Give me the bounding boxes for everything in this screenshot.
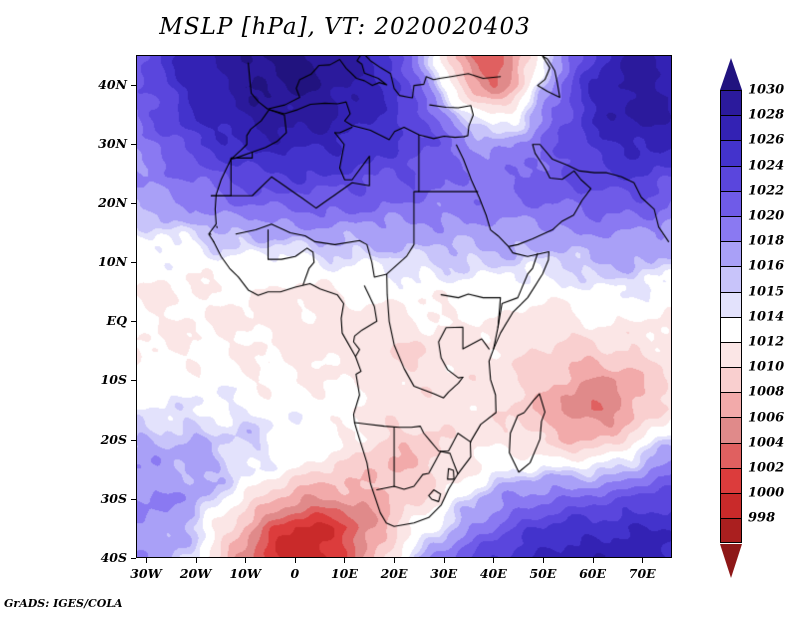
lat-label-30n: 30N <box>98 135 127 151</box>
colorbar-cell <box>720 392 742 418</box>
colorbar <box>718 58 744 578</box>
colorbar-cell <box>720 291 742 317</box>
lon-label-40e: 40E <box>479 566 507 581</box>
lon-label-0: 0 <box>290 566 300 581</box>
lat-tick <box>131 498 136 500</box>
colorbar-label-1002: 1002 <box>748 460 785 476</box>
lon-tick <box>592 558 594 563</box>
lat-tick <box>131 439 136 441</box>
colorbar-label-1028: 1028 <box>748 107 785 123</box>
colorbar-label-1022: 1022 <box>748 183 785 199</box>
lat-tick <box>131 558 136 559</box>
colorbar-label-1020: 1020 <box>748 208 785 224</box>
lon-tick <box>493 558 495 563</box>
colorbar-label-1008: 1008 <box>748 384 785 400</box>
colorbar-cell <box>720 316 742 342</box>
colorbar-cell <box>720 518 742 544</box>
colorbar-bottom-arrow <box>720 543 742 578</box>
colorbar-label-1006: 1006 <box>748 410 785 426</box>
colorbar-label-1015: 1015 <box>748 284 785 300</box>
lat-label-20n: 20N <box>98 194 127 210</box>
colorbar-label-1030: 1030 <box>748 82 785 98</box>
colorbar-cell <box>720 417 742 443</box>
colorbar-label-1016: 1016 <box>748 258 785 274</box>
lon-label-20w: 20W <box>179 566 212 581</box>
lon-tick <box>294 558 296 563</box>
colorbar-label-1026: 1026 <box>748 132 785 148</box>
lat-label-40s: 40S <box>100 550 127 565</box>
colorbar-cell <box>720 341 742 368</box>
colorbar-swatches <box>720 90 742 544</box>
colorbar-cell <box>720 367 742 393</box>
lon-tick <box>145 558 147 563</box>
colorbar-label-1018: 1018 <box>748 233 785 249</box>
lat-tick <box>131 321 136 323</box>
colorbar-label-998: 998 <box>748 510 776 526</box>
lat-label-40n: 40N <box>98 76 127 92</box>
colorbar-cell <box>720 215 742 242</box>
lat-tick <box>131 262 136 264</box>
mslp-contour-map <box>137 56 671 557</box>
lon-label-70e: 70E <box>628 566 656 581</box>
lat-label-30s: 30S <box>100 490 127 506</box>
lat-tick <box>131 84 136 86</box>
lon-tick <box>542 558 544 563</box>
map-plot-area <box>136 55 672 558</box>
lon-label-60e: 60E <box>579 566 607 581</box>
colorbar-cell <box>720 493 742 519</box>
lat-tick <box>131 380 136 382</box>
colorbar-cell <box>720 467 742 493</box>
lon-label-20e: 20E <box>380 566 408 581</box>
lon-tick <box>344 558 346 563</box>
attribution-text: GrADS: IGES/COLA <box>4 597 123 610</box>
lat-label-10n: 10N <box>98 254 127 270</box>
colorbar-cell <box>720 266 742 292</box>
lat-tick <box>131 202 136 204</box>
lat-tick <box>131 143 136 145</box>
colorbar-cell <box>720 241 742 267</box>
lon-label-30w: 30W <box>130 566 162 581</box>
lon-label-10w: 10W <box>229 566 261 581</box>
lat-label-eq: EQ <box>106 313 127 329</box>
colorbar-cell <box>720 115 742 141</box>
lon-tick <box>195 558 197 563</box>
colorbar-cell <box>720 90 742 116</box>
colorbar-top-arrow <box>720 58 742 90</box>
lon-label-50e: 50E <box>529 566 557 581</box>
colorbar-label-1004: 1004 <box>748 435 785 451</box>
lon-tick <box>642 558 644 563</box>
colorbar-cell <box>720 165 742 191</box>
colorbar-label-1012: 1012 <box>748 334 785 350</box>
lon-label-30e: 30E <box>430 566 458 581</box>
colorbar-label-1000: 1000 <box>748 485 785 501</box>
lon-tick <box>443 558 445 563</box>
colorbar-label-1010: 1010 <box>748 359 785 375</box>
lon-label-10e: 10E <box>330 566 358 581</box>
lat-label-20s: 20S <box>100 431 127 447</box>
page-title: MSLP [hPa], VT: 2020020403 <box>159 14 531 40</box>
colorbar-label-1024: 1024 <box>748 158 785 174</box>
colorbar-cell <box>720 442 742 468</box>
lon-tick <box>394 558 396 563</box>
colorbar-label-1014: 1014 <box>748 309 785 325</box>
colorbar-cell <box>720 190 742 216</box>
lon-tick <box>245 558 247 563</box>
lat-label-10s: 10S <box>100 372 127 388</box>
colorbar-cell <box>720 140 742 166</box>
